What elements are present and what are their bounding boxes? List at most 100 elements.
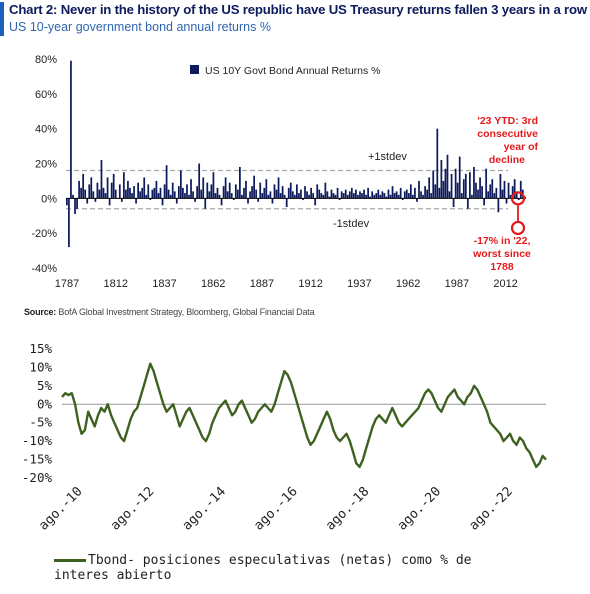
bar <box>399 187 402 199</box>
ytd-line-1: '23 YTD: 3rd <box>477 115 538 127</box>
bar-x-tick-label: 1987 <box>445 278 469 290</box>
bar <box>224 177 227 199</box>
bar-series <box>66 60 526 248</box>
bar <box>179 170 182 199</box>
low-line-3: 1788 <box>490 261 514 273</box>
line-x-tick-label: ago.-22 <box>466 484 515 533</box>
bar-x-tick-label: 1862 <box>201 278 225 290</box>
bar <box>332 193 335 199</box>
bar <box>125 189 127 199</box>
bar <box>192 191 194 199</box>
bar <box>236 189 239 199</box>
low-line-2: worst since <box>472 248 531 260</box>
bar <box>424 186 426 199</box>
low-annotation: -17% in '22, worst since 1788 <box>472 235 531 273</box>
bar <box>269 191 272 199</box>
bar <box>218 194 221 199</box>
bar-y-tick-label: 0% <box>41 193 57 205</box>
bar <box>149 198 152 201</box>
bar <box>263 187 266 199</box>
bar <box>306 191 308 199</box>
bar <box>143 177 146 199</box>
bar <box>355 189 357 199</box>
bar <box>505 198 508 204</box>
bar-x-tick-label: 1912 <box>298 278 322 290</box>
line-y-tick-label: 5% <box>37 378 53 393</box>
bar <box>78 180 80 199</box>
ytd-annotation: '23 YTD: 3rd consecutive year of decline <box>477 115 538 166</box>
bar-y-tick-label: 20% <box>35 159 57 171</box>
bar <box>381 191 384 199</box>
bar <box>228 182 231 199</box>
bar <box>338 198 341 201</box>
bar <box>66 198 68 206</box>
bar <box>118 184 121 199</box>
bar <box>344 189 347 199</box>
bar-y-tick-label: -20% <box>31 228 57 240</box>
bar <box>249 191 251 199</box>
bar <box>106 177 109 199</box>
bar <box>357 194 359 199</box>
bar <box>322 194 325 199</box>
line-x-tick-label: ago.-12 <box>108 484 157 533</box>
bar <box>456 182 459 199</box>
bar <box>485 168 488 199</box>
bar <box>487 191 490 199</box>
bar <box>416 198 418 202</box>
bar-x-tick-label: 1962 <box>396 278 420 290</box>
bar <box>86 198 89 204</box>
bar-y-tick-label: -40% <box>31 263 57 275</box>
bar <box>245 180 247 199</box>
bar <box>153 187 156 199</box>
bar <box>379 194 382 199</box>
bar <box>88 184 91 199</box>
bar <box>469 172 471 199</box>
bar-y-tick-label: 60% <box>35 89 57 101</box>
line-y-tick-label: 0% <box>37 396 53 411</box>
bar <box>110 182 113 199</box>
title-accent-bar <box>0 2 4 36</box>
bar <box>196 186 199 199</box>
bar <box>336 187 339 199</box>
bar <box>80 187 82 199</box>
bar <box>267 194 270 199</box>
bar <box>389 194 392 199</box>
bar-y-tick-label: 80% <box>35 54 57 66</box>
bar <box>387 189 390 199</box>
bar <box>257 198 260 202</box>
line-series <box>61 362 547 469</box>
bar <box>361 193 363 199</box>
bar <box>190 179 192 199</box>
bar <box>208 191 211 199</box>
bar <box>198 163 201 199</box>
bar <box>165 165 168 199</box>
ytd-line-4: decline <box>489 154 525 166</box>
bar <box>94 198 97 202</box>
bar <box>430 193 433 199</box>
bar <box>210 184 213 199</box>
bar <box>173 191 176 199</box>
bar <box>157 193 160 199</box>
bar <box>428 177 431 199</box>
line-chart: 15% 10% 5% 0% -5% -10% -15% -20% ago.-10 ago.-12… <box>22 341 547 534</box>
bar <box>194 198 196 202</box>
bar <box>200 189 203 199</box>
bar <box>352 193 355 199</box>
bar <box>167 189 170 199</box>
bar <box>287 187 290 199</box>
source-label: Source: <box>24 307 57 317</box>
bar <box>436 128 439 199</box>
bar <box>318 189 321 199</box>
bar <box>283 194 286 199</box>
bar <box>243 187 245 199</box>
bar <box>96 182 99 199</box>
bar <box>184 193 186 199</box>
line-x-tick-label: ago.-16 <box>251 484 300 533</box>
bar <box>265 179 268 199</box>
bar <box>328 196 331 199</box>
bar-y-tick-label: 40% <box>35 124 57 136</box>
bar <box>214 193 217 199</box>
bar <box>169 194 172 199</box>
bar <box>304 186 306 199</box>
bar <box>151 189 154 199</box>
